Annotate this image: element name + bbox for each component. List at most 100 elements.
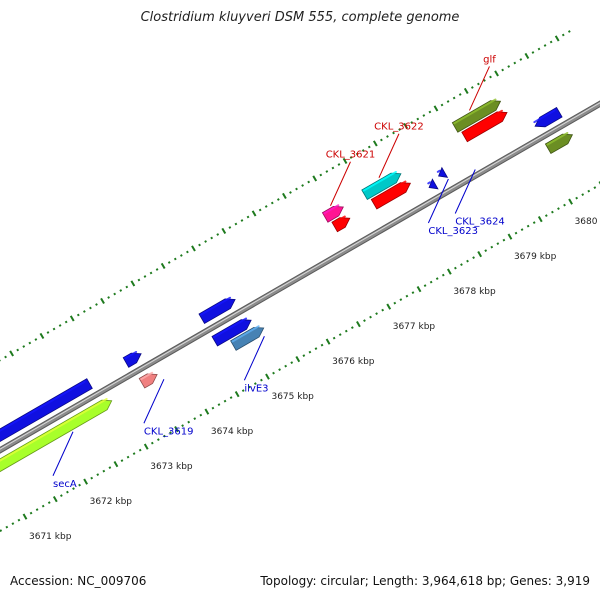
ruler-minor-dot: [393, 301, 397, 305]
gene-block[interactable]: [534, 106, 563, 128]
ruler-minor-dot: [531, 51, 535, 54]
gene-label-layer: secA CKL_3619 ilvE3 CKL_3621 CKL_3622 glf CKL_…: [52, 54, 505, 490]
ruler-minor-dot: [228, 226, 232, 229]
ruler-major-tick: [554, 35, 560, 42]
gene-highlight: [140, 371, 154, 381]
ruler-major-tick: [524, 52, 530, 60]
gene-leader-line: [52, 431, 74, 476]
ruler-minor-dot: [520, 228, 524, 231]
gene-block[interactable]: [361, 172, 402, 201]
ruler-minor-dot: [181, 424, 184, 427]
backbone-highlight: [0, 102, 600, 450]
ruler-minor-dot: [34, 338, 38, 341]
ruler-minor-dot: [125, 285, 129, 289]
gene-leader-line: [143, 379, 165, 424]
ruler-major-tick: [372, 140, 378, 147]
ruler-minor-dot: [179, 254, 183, 257]
ruler-minor-dot: [276, 198, 280, 201]
ruler-major-tick: [568, 198, 573, 205]
gene-leader-line: [330, 161, 351, 206]
ruler-minor-dot: [47, 501, 51, 504]
ruler-minor-dot: [66, 490, 69, 494]
gene-label[interactable]: CKL_3621: [326, 150, 376, 161]
tick-label: 3677 kbp: [393, 322, 436, 332]
gene-highlight: [212, 317, 248, 339]
ruler-major-tick: [537, 216, 543, 223]
ruler-major-tick: [100, 297, 105, 305]
ruler-minor-dot: [193, 417, 197, 420]
gene-highlight: [362, 171, 397, 192]
gene-highlight: [231, 325, 260, 343]
gene-block[interactable]: [451, 100, 502, 133]
gene-block[interactable]: [370, 182, 412, 210]
gene-block[interactable]: [428, 178, 439, 190]
gene-leader-line: [427, 178, 449, 224]
gene-block[interactable]: [230, 327, 265, 351]
ruler-minor-dot: [551, 210, 554, 214]
ruler-major-tick: [22, 513, 28, 520]
gene-label[interactable]: secA: [53, 479, 77, 490]
gene-block[interactable]: [544, 133, 574, 155]
gene-block[interactable]: [211, 319, 252, 347]
ruler-minor-dot: [381, 308, 385, 312]
ruler-minor-dot: [223, 399, 227, 403]
gene-label[interactable]: ilvE3: [244, 383, 268, 394]
gene-block[interactable]: [198, 298, 236, 325]
ruler-minor-dot: [102, 469, 106, 473]
backbone-line: [0, 101, 600, 453]
ruler-minor-dot: [410, 121, 414, 124]
ruler-minor-dot: [138, 448, 142, 452]
ruler-minor-dot: [386, 135, 389, 138]
ruler-minor-dot: [416, 117, 420, 121]
ruler-major-tick: [282, 192, 287, 200]
gene-label[interactable]: CKL_3619: [144, 426, 194, 437]
gene-leader-line: [469, 66, 490, 111]
tick-label: 3680 kbp: [575, 217, 600, 227]
ruler-minor-dot: [470, 86, 474, 89]
ruler-minor-dot: [52, 327, 56, 331]
ruler-minor-dot: [532, 221, 536, 224]
gene-block[interactable]: [0, 378, 93, 449]
ruler-major-tick: [39, 332, 45, 340]
ruler-minor-dot: [344, 329, 348, 333]
ruler-major-tick: [113, 461, 119, 468]
ruler-minor-dot: [187, 420, 191, 424]
ruler-minor-dot: [156, 438, 160, 441]
ruler-minor-dot: [11, 522, 15, 525]
ruler-minor-dot: [60, 494, 63, 497]
gene-label[interactable]: CKL_3623: [428, 226, 478, 237]
ruler-minor-dot: [58, 324, 62, 327]
ruler-minor-dot: [398, 128, 401, 131]
gene-highlight: [533, 109, 556, 124]
ruler-minor-dot: [496, 242, 500, 245]
ruler-minor-dot: [46, 331, 50, 334]
ruler-minor-dot: [380, 138, 383, 142]
ruler-minor-dot: [41, 504, 45, 508]
gene-block[interactable]: [438, 166, 449, 178]
ruler-minor-dot: [272, 371, 275, 375]
ruler-major-tick: [83, 478, 88, 485]
gene-block[interactable]: [0, 399, 113, 474]
ruler-minor-dot: [78, 483, 81, 487]
ruler-minor-dot: [247, 385, 251, 389]
ruler-minor-dot: [302, 354, 306, 357]
ruler-minor-dot: [369, 315, 372, 319]
ruler-major-tick: [403, 122, 409, 130]
ruler-minor-dot: [314, 347, 318, 350]
gene-block[interactable]: [461, 111, 508, 143]
ruler-minor-dot: [320, 343, 324, 347]
ruler-minor-dot: [29, 511, 33, 515]
ruler-minor-dot: [199, 413, 203, 417]
ruler-major-tick: [234, 391, 240, 398]
ruler-minor-dot: [349, 156, 353, 159]
ruler-minor-dot: [537, 47, 541, 51]
ruler-minor-dot: [95, 303, 98, 306]
ruler-minor-dot: [549, 40, 553, 44]
ruler-minor-dot: [217, 403, 221, 406]
ruler-minor-dot: [241, 389, 245, 392]
ruler-minor-dot: [458, 93, 462, 96]
gene-label[interactable]: CKL_3624: [455, 216, 505, 227]
gene-label[interactable]: glf: [483, 54, 496, 65]
gene-label[interactable]: CKL_3622: [374, 122, 424, 133]
